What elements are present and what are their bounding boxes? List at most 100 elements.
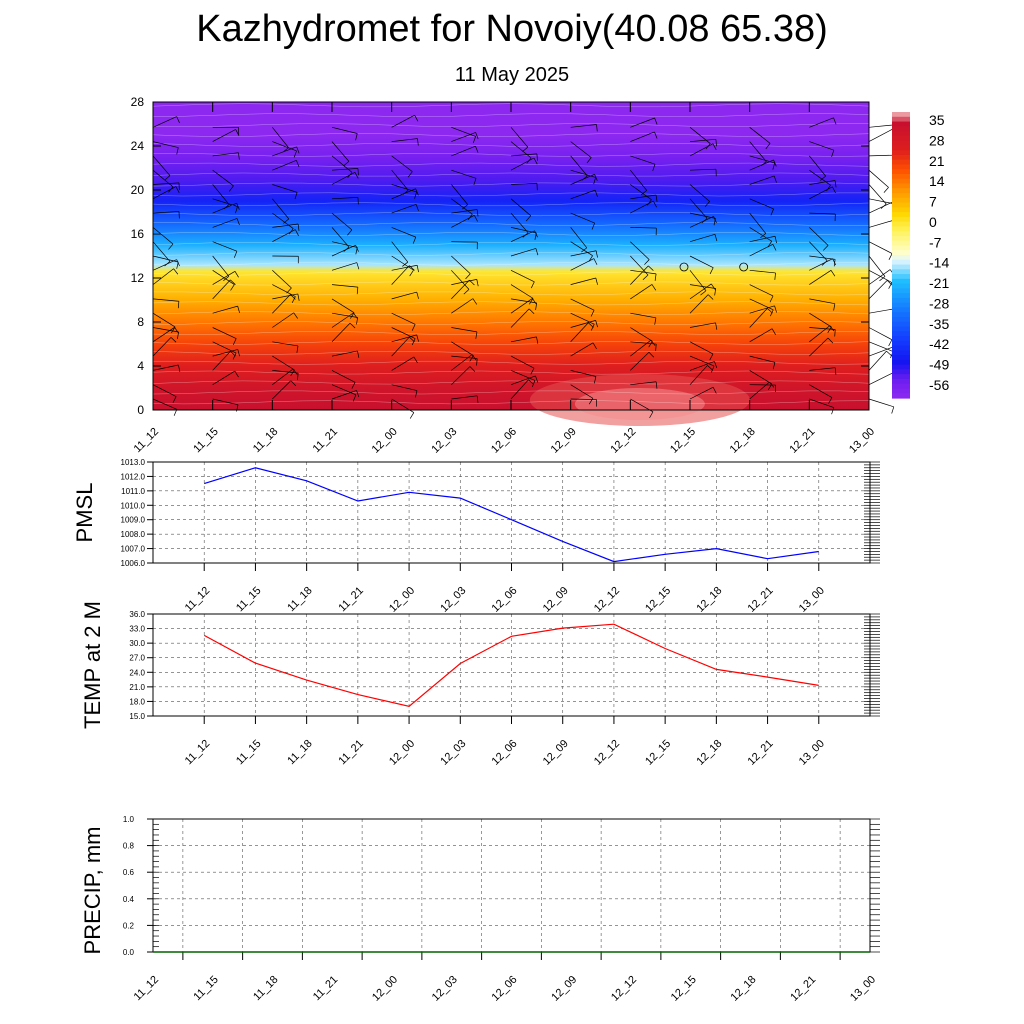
wind-barb-flag [474, 215, 478, 222]
wind-barb-shaft [809, 325, 831, 343]
wind-barb [212, 349, 240, 357]
colorbar-band [892, 336, 910, 342]
wind-barb [868, 198, 895, 211]
colorbar-band [892, 207, 910, 213]
wind-barb-flag [642, 274, 649, 281]
x-tick-label: 12_21 [746, 585, 776, 615]
wind-barb [868, 241, 893, 260]
precip-panel: 1.0 0.8 0.6 0.4 0.2 0.0 11_12 11_15 11_18 11_21 12… [80, 815, 880, 1004]
colorbar-band [892, 169, 910, 175]
wind-barb-flag [467, 213, 473, 220]
wind-barb-shaft [272, 284, 296, 297]
wind-barb-shaft [630, 194, 657, 200]
wind-barb [510, 153, 538, 161]
wind-barb [570, 189, 598, 200]
wind-barb [331, 171, 359, 185]
contour-line [152, 350, 870, 355]
wind-barb [689, 168, 717, 177]
wind-barb-shaft [749, 269, 776, 274]
wind-barb-shaft [689, 270, 707, 291]
wind-barb [272, 355, 295, 376]
wind-barb [749, 175, 777, 185]
wind-barb-flag [475, 331, 478, 339]
wind-barb-flag [709, 267, 714, 275]
wind-barb-shaft [689, 143, 714, 157]
wind-barb-shaft [570, 169, 596, 178]
colorbar-band [892, 302, 910, 309]
wind-barb-flag [177, 331, 179, 339]
wind-barb-flag [888, 253, 893, 260]
wind-barb-shaft [510, 198, 531, 216]
y-tick-label: 0 [137, 403, 144, 417]
wind-barb [689, 270, 707, 296]
wind-barb-shaft [689, 216, 714, 228]
wind-barb-shaft [630, 131, 655, 142]
wind-barb [212, 341, 237, 360]
wind-barb-shaft [391, 155, 413, 172]
wind-barb-shaft [630, 117, 655, 128]
wind-barb-shaft [331, 197, 358, 200]
colorbar-band [892, 278, 910, 285]
wind-barb-flag [290, 380, 296, 386]
y-tick-label: 0.8 [123, 842, 135, 851]
wind-barb [272, 141, 297, 158]
wind-barb-flag [172, 396, 177, 403]
wind-barb-flag [831, 407, 835, 415]
wind-barb [451, 215, 478, 228]
x-tick-label: 11_21 [336, 738, 366, 768]
colorbar-band [892, 226, 910, 232]
wind-barb-shaft [212, 270, 235, 285]
panel-frame [152, 818, 871, 953]
wind-barb-shaft [749, 141, 767, 162]
wind-barb [570, 277, 598, 285]
wind-barb [331, 390, 360, 400]
colorbar-band [892, 121, 910, 127]
wind-barb [152, 312, 176, 334]
wind-barb [630, 284, 657, 300]
wind-barb [510, 212, 529, 238]
wind-barb [570, 227, 588, 253]
wind-barb [152, 327, 179, 339]
wind-barb-flag [707, 294, 714, 300]
colorbar-band [892, 250, 910, 256]
wind-barb-shaft [212, 198, 238, 207]
wind-barb-flag [648, 265, 654, 271]
contour-line [152, 242, 870, 246]
wind-barb-shaft [809, 258, 833, 271]
wind-barb-flag [832, 186, 836, 194]
wind-barb-shaft [272, 293, 298, 300]
colorbar-band [892, 159, 910, 166]
wind-barb-flag [164, 261, 171, 267]
wind-barb-shaft [391, 264, 418, 271]
wind-barb [689, 143, 717, 157]
wind-barb-shaft [749, 198, 774, 210]
colorbar-band [892, 378, 910, 385]
wind-barb-shaft [630, 284, 653, 300]
wind-barb [510, 141, 532, 164]
contour-line [152, 133, 870, 137]
wind-barb-shaft [451, 184, 469, 205]
wind-barb-shaft [391, 384, 418, 391]
wind-barb [212, 305, 240, 314]
x-tick-label: 12_12 [592, 738, 622, 768]
wind-barb-flag [772, 244, 777, 251]
wind-barb-shaft [272, 146, 297, 157]
wind-barb [391, 155, 413, 178]
wind-barb-flag [654, 273, 657, 281]
wind-barb-shaft [868, 269, 891, 285]
wind-barb-flag [774, 272, 776, 280]
wind-barb [451, 126, 477, 144]
wind-barb-flag [834, 180, 837, 188]
wind-barb-shaft [868, 372, 893, 386]
wind-barb-flag [715, 139, 717, 147]
wind-barb-shaft [868, 169, 889, 188]
x-tick-label: 11_12 [183, 738, 213, 768]
wind-barb-shaft [809, 241, 828, 261]
wind-barb-shaft [809, 327, 836, 330]
wind-barb [749, 355, 776, 370]
wind-barb-shaft [391, 255, 414, 271]
wind-barb-shaft [868, 241, 893, 254]
wind-barb [630, 131, 658, 142]
wind-barb-shaft [272, 370, 299, 374]
colorbar-band [892, 297, 910, 304]
